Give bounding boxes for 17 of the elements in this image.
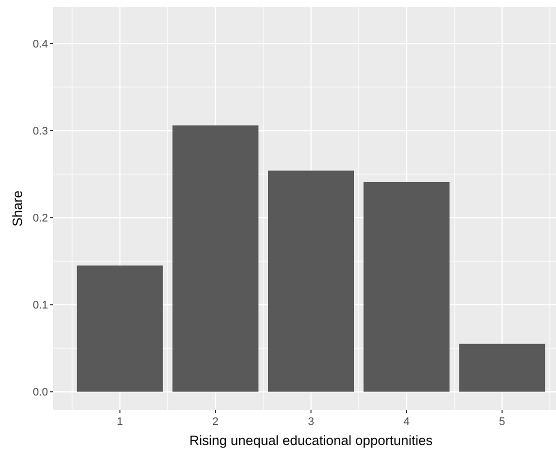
x-tick-label: 3 (308, 416, 314, 428)
x-tick-label: 5 (499, 416, 506, 428)
y-tick-label: 0.4 (32, 38, 48, 50)
bar (459, 344, 546, 392)
y-tick-label: 0.2 (32, 212, 48, 224)
y-tick-label: 0.0 (32, 386, 48, 399)
bar (268, 170, 354, 392)
y-tick-label: 0.1 (32, 300, 48, 312)
y-tick-label: 0.3 (32, 125, 48, 138)
x-tick-label: 1 (116, 416, 123, 428)
x-tick-label: 2 (212, 416, 219, 428)
y-axis-title: Share (10, 190, 25, 227)
x-tick-label: 4 (403, 416, 410, 428)
bar (172, 125, 258, 392)
bar (364, 182, 450, 392)
bar (76, 266, 163, 392)
x-axis-title: Rising unequal educational opportunities (189, 433, 433, 448)
